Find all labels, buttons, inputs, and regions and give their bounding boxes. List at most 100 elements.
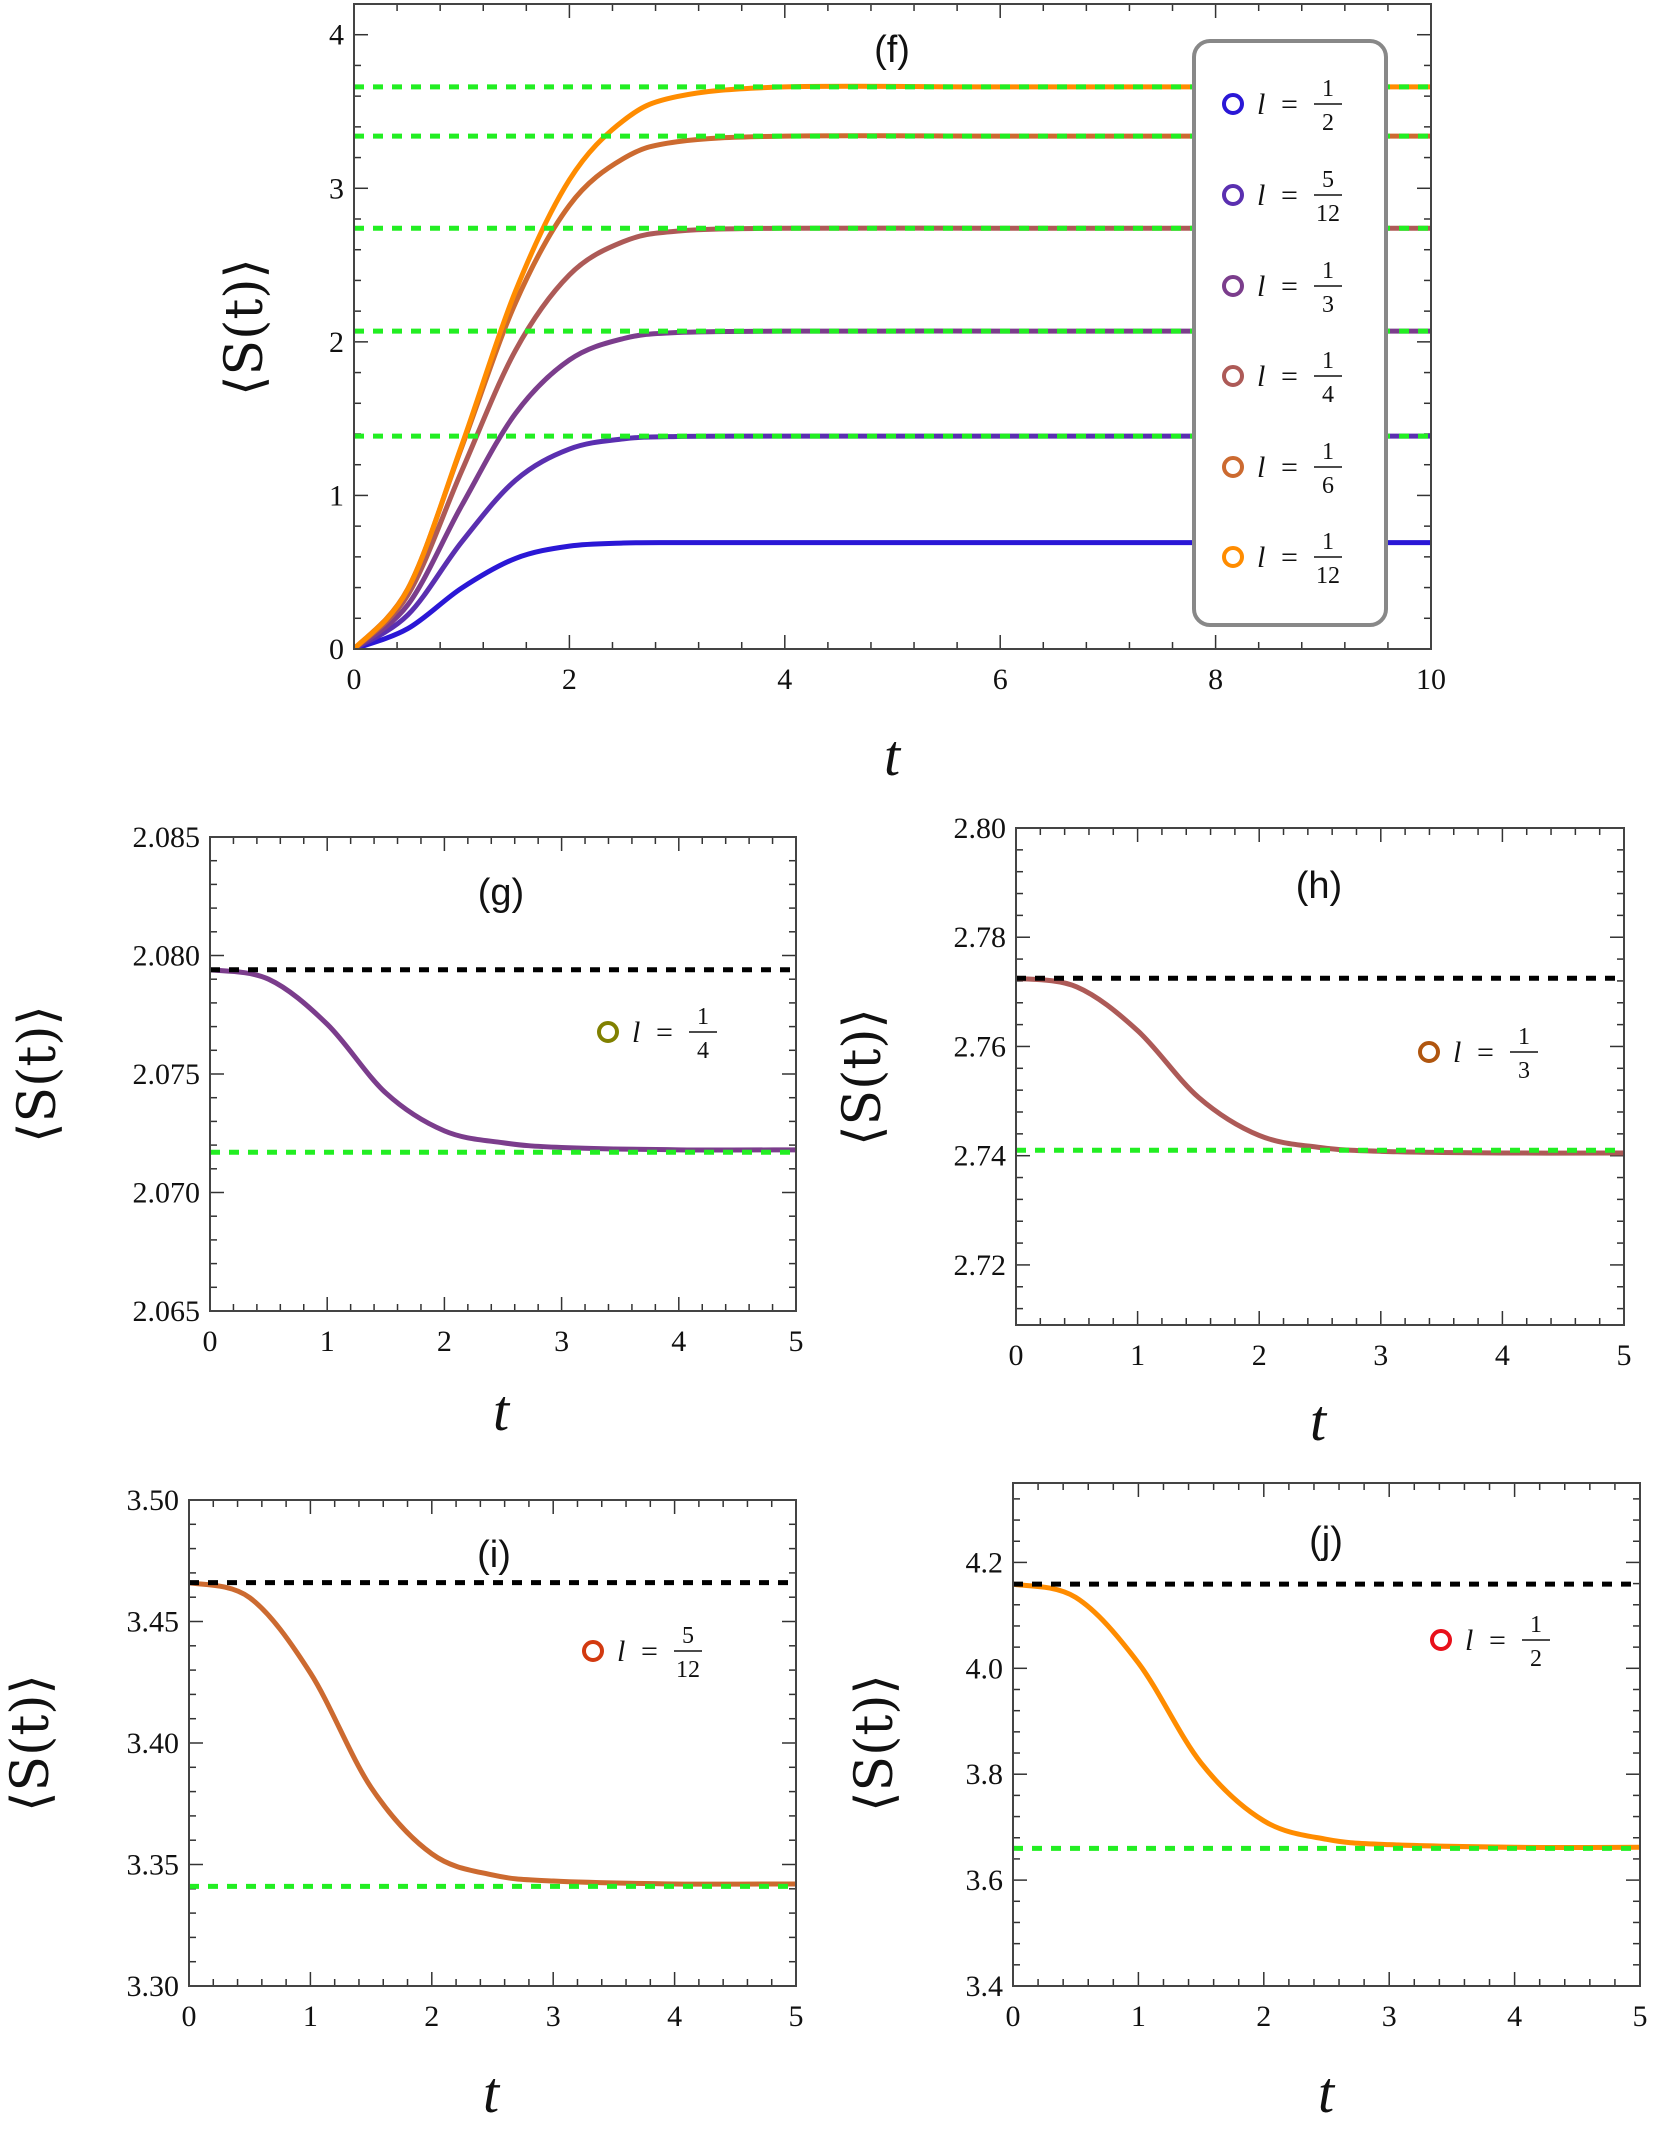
y-tick-label: 2.085: [133, 821, 201, 854]
x-tick-label: 1: [1131, 2000, 1146, 2033]
legend-entry-2-denominator: 3: [1322, 292, 1334, 318]
legend-entry-0-eq: =: [1489, 1624, 1506, 1657]
legend-entry-0-numerator: 1: [1530, 1612, 1542, 1638]
y-tick-label: 3.8: [966, 1758, 1004, 1791]
legend-entry-3-numerator: 1: [1322, 348, 1334, 374]
legend: l = 1 3: [1418, 1024, 1538, 1084]
y-tick-label: 2.070: [133, 1177, 201, 1210]
y-tick-label: 2: [329, 326, 344, 359]
plot-frame: [353, 3, 1432, 650]
panel-i: 0 1 2 3 4 53.303.353.403.453.50(i)t⟨S(t)⟩l = 51…: [1, 1484, 804, 2125]
legend-entry-5-denominator: 12: [1316, 563, 1340, 589]
legend-entry-5-var: l: [1257, 541, 1265, 574]
x-tick-label: 2: [424, 2000, 439, 2033]
x-tick-label: 4: [777, 663, 792, 696]
legend-entry-0-var: l: [1465, 1624, 1473, 1657]
x-tick-label: 0: [1009, 1339, 1024, 1372]
y-tick-label: 4: [329, 19, 344, 52]
legend-entry-0-denominator: 2: [1322, 110, 1334, 136]
legend-entry-0-eq: =: [641, 1635, 658, 1668]
legend-entry-0-marker-icon: [597, 1021, 619, 1043]
series-line-0: [1013, 1581, 1640, 1850]
plot-frame: [1015, 827, 1625, 1326]
x-tick-label: 3: [1373, 1339, 1388, 1372]
y-tick-label: 2.76: [954, 1030, 1007, 1063]
x-tick-label: 0: [347, 663, 362, 696]
legend-entry-1-numerator: 5: [1322, 167, 1334, 193]
x-tick-label: 2: [562, 663, 577, 696]
x-axis-label: t: [1318, 2060, 1336, 2125]
y-tick-label: 3.6: [966, 1864, 1004, 1897]
x-tick-label: 1: [303, 2000, 318, 2033]
plot-area: [210, 967, 796, 1155]
panel-j: 0 1 2 3 4 5 3.4 3.6 3.8 4.0 4.2 (j) t ⟨S(t)⟩ l = 1 2: [845, 1482, 1648, 2125]
x-tick-label: 3: [1382, 2000, 1397, 2033]
legend-entry-1-eq: =: [1281, 179, 1298, 212]
panel-title: (h): [1296, 865, 1342, 907]
legend-entry-2-marker-icon: [1222, 275, 1244, 297]
x-tick-label: 0: [182, 2000, 197, 2033]
legend-entry-0-marker-icon: [1430, 1629, 1452, 1651]
y-tick-label: 2.075: [133, 1058, 201, 1091]
legend-entry-5-marker-icon: [1222, 546, 1244, 568]
y-tick-label: 2.080: [133, 940, 201, 973]
series-line-3: [354, 225, 1431, 649]
legend-entry-3-denominator: 4: [1322, 382, 1334, 408]
y-tick-label: 4.2: [966, 1546, 1004, 1579]
x-tick-label: 5: [789, 2000, 804, 2033]
legend-entry-0-var: l: [1453, 1036, 1461, 1069]
legend: l = 1 2: [1430, 1612, 1550, 1672]
y-tick-label: 0: [329, 633, 344, 666]
x-tick-label: 4: [1495, 1339, 1510, 1372]
x-tick-label: 4: [1507, 2000, 1522, 2033]
legend-entry-0-eq: =: [656, 1016, 673, 1049]
x-axis-label: t: [1310, 1388, 1328, 1453]
legend-entry-0-eq: =: [1281, 88, 1298, 121]
legend-entry-0-var: l: [617, 1635, 625, 1668]
legend-entry-0-denominator: 4: [697, 1038, 709, 1064]
legend-entry-5-eq: =: [1281, 541, 1298, 574]
legend-box: [1192, 39, 1388, 627]
y-tick-label: 2.065: [133, 1295, 201, 1328]
panel-h: 0 1 2 3 4 5 2.72 2.74 2.76 2.78 2.80 (h) t ⟨S(t)⟩ l = 1 3: [833, 812, 1632, 1453]
legend-entry-2-var: l: [1257, 270, 1265, 303]
y-axis-label: ⟨S(t)⟩: [845, 1674, 905, 1812]
x-tick-label: 6: [993, 663, 1008, 696]
x-tick-label: 8: [1208, 663, 1223, 696]
legend-entry-0-numerator: 1: [1322, 76, 1334, 102]
x-tick-label: 3: [546, 2000, 561, 2033]
y-tick-label: 3.45: [127, 1606, 180, 1639]
legend-entry-4-var: l: [1257, 451, 1265, 484]
legend-entry-0-marker-icon: [582, 1640, 604, 1662]
x-tick-label: 5: [1617, 1339, 1632, 1372]
x-tick-label: 2: [437, 1325, 452, 1358]
y-tick-label: 3.30: [127, 1970, 180, 2003]
legend-entry-0-denominator: 2: [1530, 1646, 1542, 1672]
legend: l = 5 12: [582, 1623, 702, 1683]
plot-area: [189, 1580, 796, 1889]
legend-entry-4-denominator: 6: [1322, 473, 1334, 499]
y-tick-label: 2.80: [954, 812, 1007, 845]
legend-entry-0-numerator: 1: [1518, 1024, 1530, 1050]
series-line-0: [1016, 975, 1624, 1156]
legend: l = 1 4: [597, 1004, 717, 1064]
panel-g: 0 1 2 3 4 5 2.065 2.070 2.075 2.080 2.085 (g) t ⟨S(t)…: [8, 821, 804, 1443]
plot-area: [1016, 975, 1624, 1156]
legend-entry-0-var: l: [632, 1016, 640, 1049]
legend-entry-1-marker-icon: [1222, 184, 1244, 206]
y-tick-label: 3.4: [966, 1970, 1004, 2003]
y-tick-label: 4.0: [966, 1652, 1004, 1685]
legend-entry-0-numerator: 5: [682, 1623, 694, 1649]
y-axis-label: ⟨S(t)⟩: [8, 1005, 68, 1143]
legend-entry-0-eq: =: [1477, 1036, 1494, 1069]
x-tick-label: 1: [320, 1325, 335, 1358]
x-tick-label: 2: [1252, 1339, 1267, 1372]
x-tick-label: 5: [1633, 2000, 1648, 2033]
x-axis-label: t: [483, 2060, 501, 2125]
legend-entry-0-numerator: 1: [697, 1004, 709, 1030]
x-tick-label: 0: [203, 1325, 218, 1358]
series-line-0: [354, 540, 1431, 649]
y-axis-label: ⟨S(t)⟩: [215, 258, 275, 396]
